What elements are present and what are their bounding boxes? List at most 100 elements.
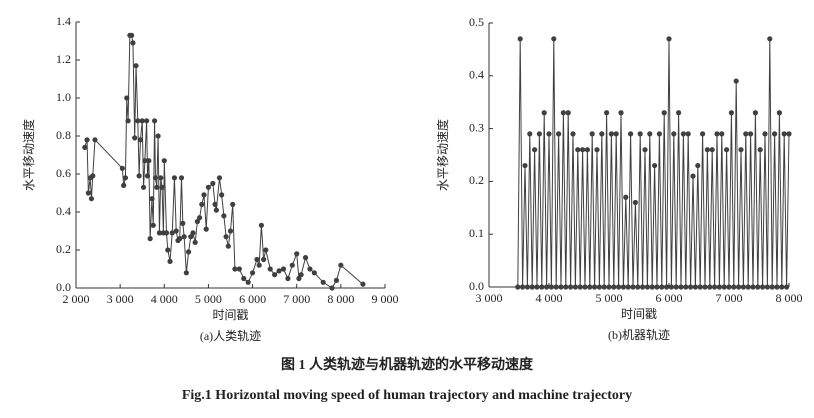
data-point xyxy=(536,131,543,137)
x-tick-label: 8 000 xyxy=(327,292,354,306)
data-point xyxy=(707,284,713,290)
data-point xyxy=(137,137,144,143)
data-point xyxy=(272,272,278,278)
data-point xyxy=(784,284,790,290)
data-point xyxy=(668,284,675,290)
data-point xyxy=(558,284,564,290)
data-point xyxy=(232,266,238,272)
data-point xyxy=(752,110,759,116)
data-point xyxy=(673,284,679,290)
data-point xyxy=(156,230,163,236)
data-point xyxy=(258,222,264,228)
data-point xyxy=(572,284,579,290)
data-point xyxy=(606,284,612,290)
data-line xyxy=(84,34,364,289)
data-point xyxy=(623,194,629,200)
y-tick-label: 1.4 xyxy=(56,14,71,28)
data-point xyxy=(181,234,187,240)
data-point xyxy=(781,131,787,137)
x-tick-label: 5 000 xyxy=(596,291,623,305)
data-point xyxy=(637,131,643,137)
data-point xyxy=(144,173,151,179)
data-point xyxy=(683,284,689,290)
data-point xyxy=(584,147,591,153)
data-point xyxy=(601,284,607,290)
data-point xyxy=(690,173,696,179)
data-point xyxy=(695,162,701,169)
data-point xyxy=(541,110,547,116)
data-point xyxy=(517,36,523,42)
subtitle: (a)人类轨迹 xyxy=(200,329,261,343)
data-point xyxy=(142,158,148,164)
data-point xyxy=(201,192,207,198)
data-point xyxy=(254,256,260,263)
data-point xyxy=(697,284,703,290)
x-tick-label: 3 000 xyxy=(476,291,503,305)
x-tick-label: 4 000 xyxy=(536,291,563,305)
data-point xyxy=(159,184,165,190)
data-point xyxy=(132,135,138,141)
data-point xyxy=(296,275,302,282)
x-tick-label: 4 000 xyxy=(151,292,178,306)
data-point xyxy=(762,131,768,137)
data-point xyxy=(188,234,194,240)
y-tick-label: 0.0 xyxy=(469,279,484,293)
data-point xyxy=(82,144,88,150)
data-point xyxy=(712,284,718,290)
data-point xyxy=(515,284,521,290)
data-point xyxy=(241,275,247,282)
data-point xyxy=(755,284,761,290)
data-point xyxy=(546,131,552,137)
data-point xyxy=(640,284,646,290)
data-point xyxy=(594,147,600,153)
data-point xyxy=(724,147,730,153)
data-point xyxy=(656,131,663,137)
data-point xyxy=(661,110,667,116)
data-point xyxy=(649,284,655,290)
data-point xyxy=(652,162,658,169)
data-point xyxy=(565,110,571,116)
data-point xyxy=(776,110,783,116)
x-axis-title: 时间戳 xyxy=(212,308,248,322)
data-point xyxy=(714,131,720,137)
data-point xyxy=(177,236,183,242)
data-point xyxy=(333,277,340,283)
data-point xyxy=(745,284,751,290)
data-point xyxy=(592,284,598,290)
data-point xyxy=(635,284,641,290)
data-point xyxy=(85,190,91,196)
x-tick-label: 6 000 xyxy=(239,292,266,306)
y-axis-title: 水平移动速度 xyxy=(435,119,450,191)
data-point xyxy=(90,173,96,179)
data-point xyxy=(582,284,588,290)
data-point xyxy=(688,284,694,290)
data-point xyxy=(360,281,366,287)
data-point xyxy=(764,284,771,290)
data-point xyxy=(155,133,161,139)
caption-cn: 图 1 人类轨迹与机器轨迹的水平移动速度 xyxy=(281,356,534,373)
data-point xyxy=(249,270,256,276)
data-point xyxy=(167,258,173,264)
data-point xyxy=(338,262,344,268)
data-point xyxy=(125,118,131,124)
data-point xyxy=(616,284,622,290)
data-point xyxy=(261,256,267,263)
data-point xyxy=(728,110,735,116)
data-point xyxy=(570,131,576,137)
data-point xyxy=(130,40,136,46)
data-point xyxy=(608,131,615,137)
data-point xyxy=(664,284,670,290)
data-point xyxy=(580,147,586,153)
y-tick-label: 0.2 xyxy=(56,242,71,256)
data-point xyxy=(285,275,291,282)
data-point xyxy=(769,284,775,290)
data-point xyxy=(702,284,708,290)
y-tick-label: 0.0 xyxy=(56,280,71,294)
data-point xyxy=(152,175,159,181)
data-point xyxy=(119,165,125,171)
data-point xyxy=(213,207,219,213)
data-point xyxy=(311,270,317,276)
data-point xyxy=(129,32,135,38)
data-point xyxy=(779,284,785,290)
data-point xyxy=(197,215,203,221)
